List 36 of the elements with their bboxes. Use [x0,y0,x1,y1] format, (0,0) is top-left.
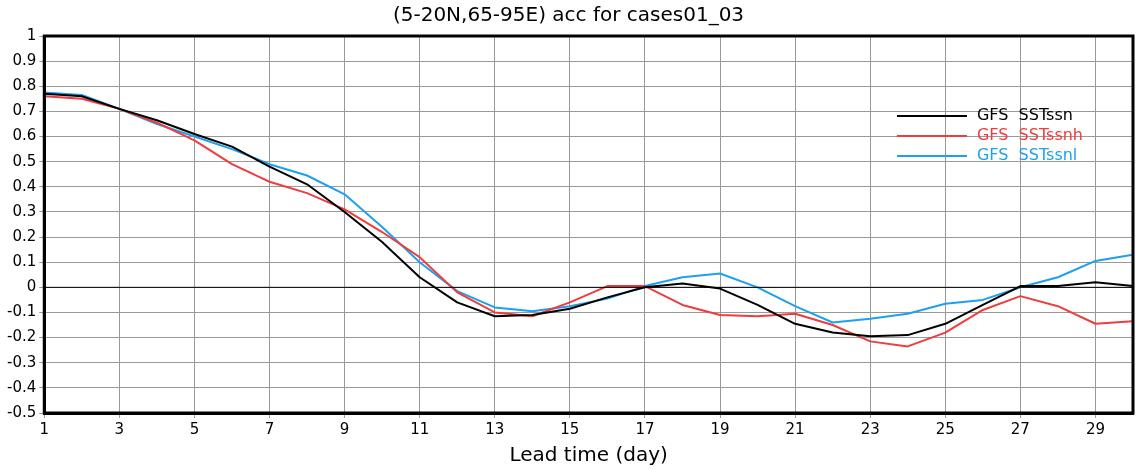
y-tick-label: -0.5 [6,402,37,421]
y-tick-label: -0.2 [6,327,37,346]
x-tick-label: 21 [785,419,805,438]
x-tick-label: 7 [264,419,275,438]
x-tick-label: 29 [1085,419,1105,438]
x-tick-label: 5 [189,419,200,438]
y-tick-label: 0.5 [12,151,37,170]
x-tick-label: 25 [935,419,955,438]
y-tick-label: -0.3 [6,352,37,371]
legend-label: GFS SSTssnl [976,145,1078,165]
x-tick-label: 15 [560,419,580,438]
x-tick-label: 27 [1010,419,1030,438]
x-tick-label: 19 [710,419,730,438]
y-tick-label: 0 [26,277,37,296]
y-tick-label: -0.1 [6,302,37,321]
x-tick-label: 11 [410,419,430,438]
y-tick-label: 0.7 [12,101,37,120]
y-tick-label: 0.9 [12,51,37,70]
x-axis-title: Lead time (day) [509,442,668,467]
x-tick-label: 13 [485,419,505,438]
y-tick-label: 0.3 [12,201,37,220]
legend-label: GFS SSTssnh [976,125,1084,145]
x-tick-label: 3 [114,419,125,438]
y-tick-label: 0.2 [12,226,37,245]
y-tick-label: 0.1 [12,252,37,271]
x-tick-label: 1 [39,419,50,438]
y-tick-label: 0.8 [12,76,37,95]
x-tick-label: 9 [339,419,350,438]
chart-title: (5-20N,65-95E) acc for cases01_03 [392,2,745,27]
x-tick-label: 23 [860,419,880,438]
y-tick-label: 0.4 [12,176,37,195]
x-tick-label: 17 [635,419,655,438]
y-tick-label: 1 [26,25,37,44]
y-tick-label: -0.4 [6,377,37,396]
y-tick-label: 0.6 [12,126,37,145]
legend-label: GFS SSTssn [976,105,1073,125]
